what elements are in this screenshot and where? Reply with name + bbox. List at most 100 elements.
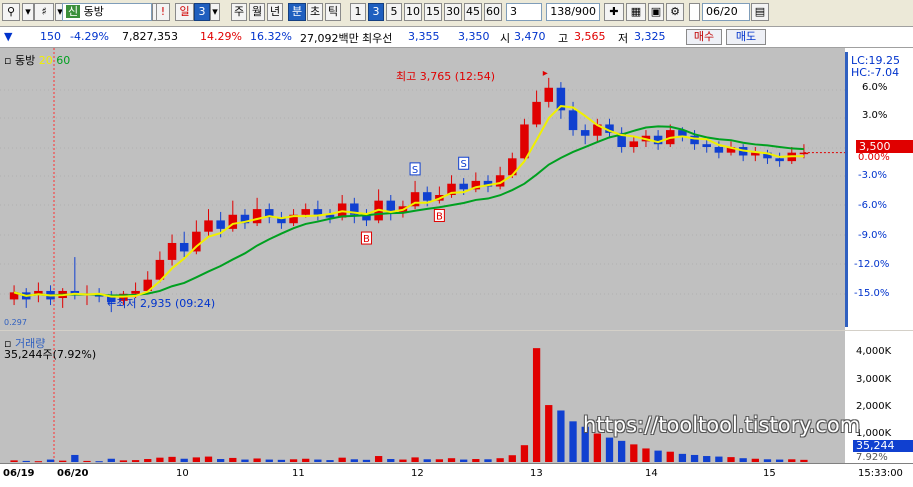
interval-5-button[interactable]: 5 (386, 3, 402, 21)
current-volume-tag: 35,244 (853, 440, 913, 452)
interval-30-button[interactable]: 30 (444, 3, 462, 21)
volume-bar (472, 459, 480, 462)
svg-text:S: S (461, 159, 467, 170)
calendar-icon[interactable]: ▤ (751, 3, 769, 21)
volume-value: 35,244주(7.92%) (4, 348, 97, 361)
candle-body (192, 231, 201, 252)
interval-1-button[interactable]: 1 (350, 3, 366, 21)
volume-bar (593, 433, 601, 462)
hc-label: HC:-7.04 (851, 66, 900, 79)
time-label: 12 (411, 468, 424, 479)
sell-button[interactable]: 매도 (726, 29, 766, 45)
interval-input[interactable]: 3 (506, 3, 542, 21)
candle-body (726, 147, 736, 153)
interval-15-button[interactable]: 15 (424, 3, 442, 21)
date-checkbox[interactable] (689, 3, 700, 21)
crosshair-icon[interactable]: ✚ (604, 3, 624, 21)
open-label: 시 (500, 32, 511, 45)
period-month-button[interactable]: 월 (249, 3, 265, 21)
chevron-down-icon[interactable]: ▾ (210, 3, 220, 21)
candle-body (775, 158, 784, 162)
volume-bar (83, 460, 91, 462)
candle-body (70, 290, 80, 294)
save-icon[interactable]: ▣ (648, 3, 664, 21)
volume-bar (241, 459, 249, 462)
period-tick-button[interactable]: 틱 (325, 3, 341, 21)
candle-body (605, 124, 614, 133)
period-day-button[interactable]: 일 (175, 3, 194, 21)
period-second-button[interactable]: 초 (307, 3, 323, 21)
interval-60-button[interactable]: 60 (484, 3, 502, 21)
low-price: 3,325 (634, 30, 666, 43)
date-field[interactable]: 06/20 (702, 3, 750, 21)
candle-body (532, 101, 541, 125)
bar-count-field[interactable]: 138/900 (546, 3, 600, 21)
market-badge: 신 (66, 5, 81, 18)
interval-10-button[interactable]: 10 (404, 3, 422, 21)
candle-body (179, 242, 189, 252)
volume-bar (265, 459, 273, 462)
high-annotation: 최고 3,765 (12:54) (396, 70, 496, 83)
interval-45-button[interactable]: 45 (464, 3, 482, 21)
volume-bar (10, 460, 18, 462)
volume-bar (399, 459, 407, 462)
volume-panel[interactable] (0, 331, 845, 463)
candle-body (471, 180, 481, 190)
candle-body (629, 141, 639, 148)
candle-body (34, 290, 43, 294)
buy-button[interactable]: 매수 (686, 29, 722, 45)
volume-bar (666, 451, 674, 462)
price-legend: ▫ 동방 20 60 (4, 52, 70, 68)
volume-bar (314, 459, 322, 462)
candle-body (568, 110, 578, 131)
volume-bar (350, 459, 358, 462)
pct-tick: -12.0% (854, 259, 890, 270)
volume-title: 거래량 (14, 337, 46, 350)
volume-bar (739, 458, 747, 462)
chevron-down-icon[interactable]: ▾ (22, 3, 34, 21)
time-label: 06/19 (3, 468, 35, 479)
volume-bar (788, 459, 796, 462)
interval-3-button[interactable]: 3 (368, 3, 384, 21)
time-label: 15 (763, 468, 776, 479)
volume-legend: ▫ 거래량 (4, 335, 45, 351)
toolbar: ⚲ ▾ ♯ ▾ 신 동방 ▾ ! 일 3 ▾ 주 월 년 분 초 틱 1 3 5… (0, 0, 913, 27)
candles (9, 77, 809, 313)
candle-body (751, 152, 760, 156)
volume-bar (168, 456, 176, 462)
volume-bar (253, 458, 261, 462)
candle-body (240, 214, 250, 224)
period-week-button[interactable]: 주 (231, 3, 247, 21)
volume-tick: 3,000K (856, 374, 892, 385)
volume-bar (71, 454, 79, 462)
pct-tick: -15.0% (854, 288, 890, 299)
volume-bar (727, 457, 735, 462)
high-price: 3,565 (574, 30, 606, 43)
volume-bar (362, 459, 371, 462)
candle-body (9, 292, 19, 300)
price-panel[interactable] (0, 48, 845, 330)
volume-bar (605, 437, 614, 462)
candle-body (131, 290, 140, 294)
volume-bar (180, 458, 188, 462)
speaker-icon[interactable]: ♯ (34, 3, 54, 21)
search-icon[interactable]: ⚲ (2, 3, 20, 21)
pct1: 14.29% (200, 30, 242, 43)
volume-bar (484, 459, 492, 462)
period-minute-button[interactable]: 분 (288, 3, 306, 21)
volume-tick: 2,000K (856, 401, 892, 412)
grid-icon[interactable]: ▦ (626, 3, 646, 21)
volume-bar (107, 458, 115, 462)
stock-code-field[interactable]: 신 동방 (62, 3, 152, 21)
volume: 7,827,353 (122, 30, 178, 43)
volume-bar (326, 460, 334, 462)
price-scroll[interactable] (845, 52, 848, 327)
period-num-button[interactable]: 3 (194, 3, 210, 21)
best-bid: 3,350 (458, 30, 490, 43)
time-label: 06/20 (57, 468, 89, 479)
gear-icon[interactable]: ⚙ (666, 3, 684, 21)
alert-button[interactable]: ! (156, 3, 170, 21)
price-diff: 150 (40, 30, 61, 43)
period-year-button[interactable]: 년 (267, 3, 283, 21)
